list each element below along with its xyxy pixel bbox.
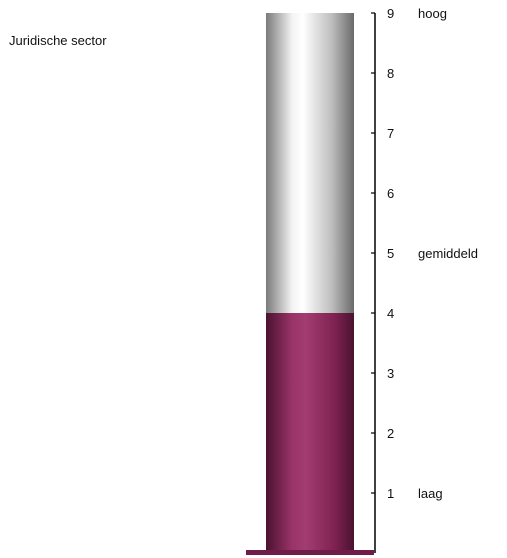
y-tick-label: 3 bbox=[387, 366, 394, 381]
level-label-gemiddeld: gemiddeld bbox=[418, 246, 478, 261]
level-label-hoog: hoog bbox=[418, 6, 447, 21]
y-tick-label: 7 bbox=[387, 126, 394, 141]
tube-base bbox=[246, 550, 374, 555]
value-bar bbox=[266, 313, 354, 553]
y-tick-label: 2 bbox=[387, 426, 394, 441]
y-tick-label: 9 bbox=[387, 6, 394, 21]
y-tick-label: 8 bbox=[387, 66, 394, 81]
y-tick-label: 6 bbox=[387, 186, 394, 201]
y-tick-label: 4 bbox=[387, 306, 394, 321]
level-label-laag: laag bbox=[418, 486, 443, 501]
chart-title: Juridische sector bbox=[9, 33, 107, 48]
y-tick-label: 1 bbox=[387, 486, 394, 501]
y-tick-label: 5 bbox=[387, 246, 394, 261]
tube-empty-segment bbox=[266, 13, 354, 313]
